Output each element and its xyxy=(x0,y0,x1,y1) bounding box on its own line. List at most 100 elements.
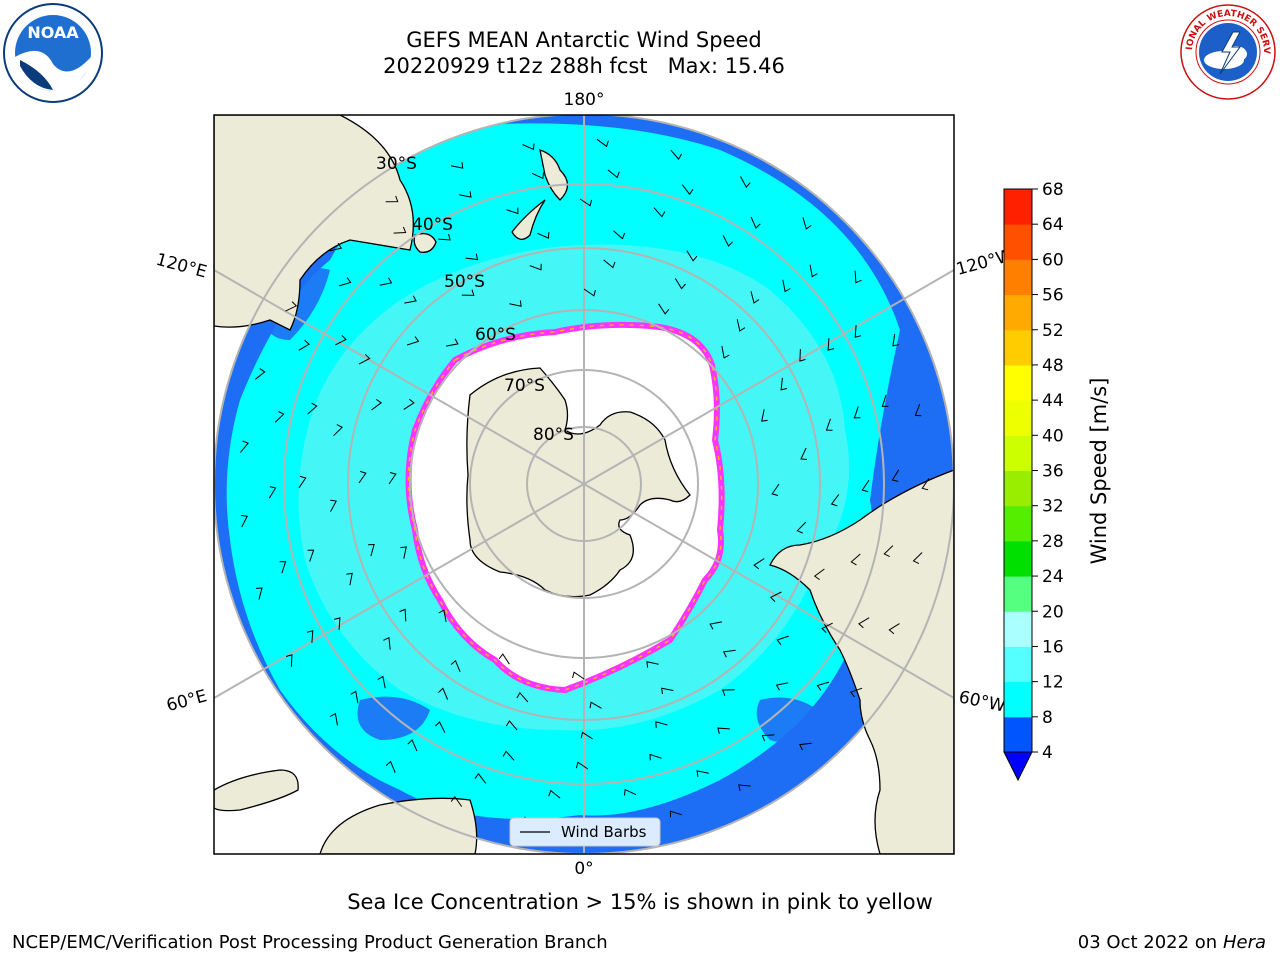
colorbar-tick-label: 16 xyxy=(1042,637,1064,657)
wind-barb xyxy=(912,552,923,565)
colorbar-segment xyxy=(1004,470,1032,507)
colorbar-segment xyxy=(1004,259,1032,296)
wind-barb xyxy=(307,402,318,415)
wind-barb xyxy=(579,198,593,207)
lat-label-70: 70°S xyxy=(504,376,545,396)
wind-barb xyxy=(438,233,451,241)
wind-barb xyxy=(358,470,367,484)
colorbar-tick-label: 36 xyxy=(1042,462,1064,482)
wind-barb xyxy=(854,325,862,338)
wind-barb xyxy=(371,398,383,411)
sea-ice-edge-inner xyxy=(407,324,723,691)
wind-barb xyxy=(450,659,461,672)
land-tasmania xyxy=(413,232,437,253)
colorbar-segment xyxy=(1004,540,1032,577)
wind-barb xyxy=(624,788,637,796)
wind-barb xyxy=(506,207,519,215)
wind-barb xyxy=(853,406,861,419)
noaa-logo-text: NOAA xyxy=(27,23,79,42)
wind-barb xyxy=(607,169,620,179)
wind-barb xyxy=(750,291,760,304)
wind-barb xyxy=(914,404,922,417)
graticule xyxy=(214,115,954,854)
wind-barb xyxy=(298,339,310,351)
wind-barb xyxy=(350,690,359,704)
wind-barb xyxy=(498,653,510,665)
wind-barb xyxy=(780,377,788,391)
wind-barb xyxy=(854,270,862,284)
wind-barb xyxy=(722,649,736,658)
sea-ice xyxy=(405,321,725,694)
footer-date: 03 Oct 2022 on Hera xyxy=(1078,932,1266,953)
nws-logo: NATIONAL WEATHER SERVICE xyxy=(1178,2,1276,100)
wind-barb xyxy=(721,689,735,696)
map-frame xyxy=(213,114,955,855)
colorbar-segment xyxy=(1004,681,1032,718)
wind-barb xyxy=(446,338,459,347)
wind-barb xyxy=(850,553,861,566)
wind-barb xyxy=(649,753,662,761)
colorbar-tick-label: 56 xyxy=(1042,286,1064,306)
colorbar-extend-min xyxy=(1003,751,1033,782)
wind-barb xyxy=(306,630,314,643)
wind-barb xyxy=(775,682,789,691)
wind-barb xyxy=(750,216,761,229)
wind-barb xyxy=(670,149,683,160)
wind-barb xyxy=(329,242,343,252)
wind-barb xyxy=(407,739,418,752)
wind-barb xyxy=(459,191,472,198)
wind-barb xyxy=(279,561,287,574)
wind-barb xyxy=(254,368,266,380)
wind-barb xyxy=(358,354,371,365)
wind-barb xyxy=(338,277,352,287)
wind-barb xyxy=(655,721,668,728)
wind-barb xyxy=(505,720,518,731)
wind-barb xyxy=(509,300,522,307)
wind-barb xyxy=(674,278,686,290)
wind-barb xyxy=(335,334,347,346)
wind-barb xyxy=(589,701,602,709)
wind-barb xyxy=(596,138,609,148)
colorbar-segment xyxy=(1004,224,1032,260)
wind-barb xyxy=(438,687,449,700)
wind-barb xyxy=(825,418,833,431)
colorbar-segment xyxy=(1004,400,1032,436)
wind-barb xyxy=(761,409,768,422)
wind-barb xyxy=(240,440,249,453)
wind-barb xyxy=(717,727,730,735)
wind-barb xyxy=(330,499,337,512)
wind-barb xyxy=(329,712,338,726)
wind-barb xyxy=(548,789,561,799)
wind-barb xyxy=(465,253,479,261)
wind-barb xyxy=(658,303,670,315)
footer-machine: Hera xyxy=(1222,932,1266,953)
colorbar-tick-label: 28 xyxy=(1042,532,1064,552)
colorbar-tick-label: 60 xyxy=(1042,250,1064,270)
wind-barb xyxy=(474,772,487,784)
colorbar-segment xyxy=(1004,646,1032,683)
wind-barb xyxy=(406,336,420,346)
wind-barb xyxy=(274,410,285,423)
wind-barb xyxy=(881,394,889,407)
wind-barb xyxy=(761,734,775,742)
wind-barb xyxy=(572,671,585,680)
wind-barb xyxy=(646,661,659,668)
colorbar-tick-label: 52 xyxy=(1042,321,1064,341)
colorbar-tick-label: 20 xyxy=(1042,602,1064,622)
lat-label-80: 80°S xyxy=(533,425,574,445)
wind-barb xyxy=(769,591,782,602)
land-australia xyxy=(214,115,414,331)
chart-subtitle: 20220929 t12z 288h fcst Max: 15.46 xyxy=(383,54,785,78)
footer-date-text: 03 Oct 2022 on xyxy=(1077,932,1223,953)
wind-barb xyxy=(861,479,870,493)
wind-barb xyxy=(400,546,407,559)
wind-barb xyxy=(883,545,894,558)
wind-barb xyxy=(388,472,397,485)
land-africa xyxy=(319,797,478,854)
colorbar-tick-label: 68 xyxy=(1042,180,1064,200)
wind-barb xyxy=(537,232,550,239)
wind-barb xyxy=(522,143,535,151)
wind-barb xyxy=(393,226,407,234)
